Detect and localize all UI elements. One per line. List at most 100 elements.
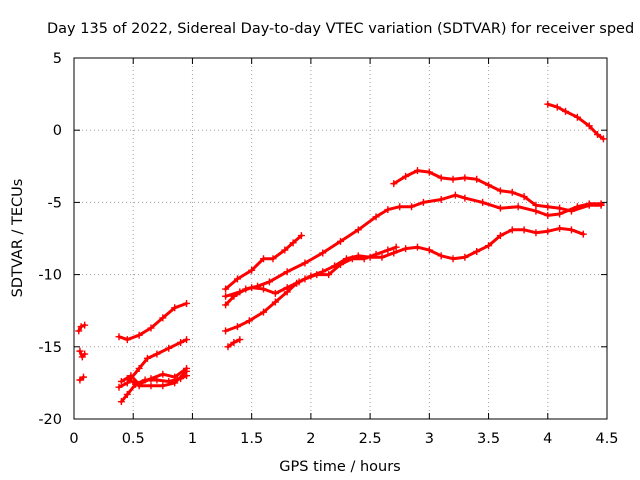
data-point [360,255,368,263]
series-arc-05 [115,336,191,391]
y-tick-label: 5 [53,51,62,67]
data-point [153,350,161,358]
data-point [183,299,191,307]
data-point [248,284,256,292]
data-point [325,271,333,279]
data-point [183,364,191,372]
data-point [396,203,404,211]
y-tick-label: -10 [38,268,62,284]
data-point [233,275,241,283]
data-point [508,226,516,234]
data-point [171,304,179,312]
series-arc-14 [390,167,605,215]
data-point [532,229,540,237]
data-point [222,301,230,309]
data-point [384,246,392,254]
data-point [77,323,85,331]
x-tick-label: 1.5 [240,431,263,447]
data-point [562,107,570,115]
data-point [283,288,291,296]
series-arc-01 [75,321,89,335]
data-point [496,187,504,195]
data-point [319,249,327,257]
data-point [260,308,268,316]
x-tick-label: 2 [306,431,315,447]
data-point [485,181,493,189]
series-arc-13 [224,336,244,351]
x-tick-labels: 0 0.5 1 1.5 2 2.5 3 3.5 4 4.5 [69,431,618,447]
data-point [437,174,445,182]
y-tick-label: -5 [48,195,62,211]
x-tick-label: 3.5 [477,431,500,447]
data-point [473,247,481,255]
data-point [594,131,602,139]
data-point [115,333,123,341]
y-axis-label: SDTVAR / TECUs [10,179,26,298]
data-point [301,275,309,283]
data-point [236,288,244,296]
x-tick-label: 2.5 [359,431,382,447]
data-point [451,191,459,199]
data-point [413,167,421,175]
series-line [117,302,188,342]
data-point [544,211,552,219]
y-tick-label: -15 [38,340,62,356]
series-line [224,226,585,298]
data-point [544,227,552,235]
data-point [159,314,167,322]
data-point [520,193,528,201]
data-point [479,198,487,206]
data-point [76,376,84,384]
grid-lines [74,58,607,419]
data-point [544,100,552,108]
series-arc-09 [222,232,305,293]
data-point [348,255,356,263]
data-point [544,203,552,211]
series-arc-02 [76,347,89,361]
data-point [496,204,504,212]
data-point [556,224,564,232]
data-point [597,201,605,209]
series-arc-12 [222,243,400,335]
data-point [354,226,362,234]
data-point [147,324,155,332]
data-point [425,168,433,176]
data-point [293,279,301,287]
series-arc-15 [544,100,607,143]
data-point [224,343,232,351]
data-point [567,226,575,234]
data-point [553,103,561,111]
data-point [123,390,131,398]
x-tick-label: 0 [69,431,78,447]
data-point [265,278,273,286]
data-point [260,255,268,263]
data-point [115,383,123,391]
data-point [165,344,173,352]
data-point [337,237,344,245]
data-point [283,268,291,276]
data-point [473,175,481,183]
data-point [408,203,416,211]
data-point [461,174,469,182]
data-point [573,113,581,121]
data-point [297,232,305,240]
data-point [556,204,564,212]
data-point [392,243,400,251]
data-point [449,175,457,183]
data-point [75,327,83,335]
data-point [135,380,143,388]
data-point [76,347,84,355]
data-point [390,249,398,257]
data-point [269,255,277,263]
data-point [177,338,185,346]
data-point [532,201,540,209]
axis-ticks [73,57,608,420]
x-tick-label: 0.5 [122,431,145,447]
data-point [271,298,279,306]
x-tick-label: 3 [425,431,434,447]
data-point [413,243,421,251]
data-point [313,271,321,279]
data-point [425,246,433,254]
data-point [449,255,457,263]
